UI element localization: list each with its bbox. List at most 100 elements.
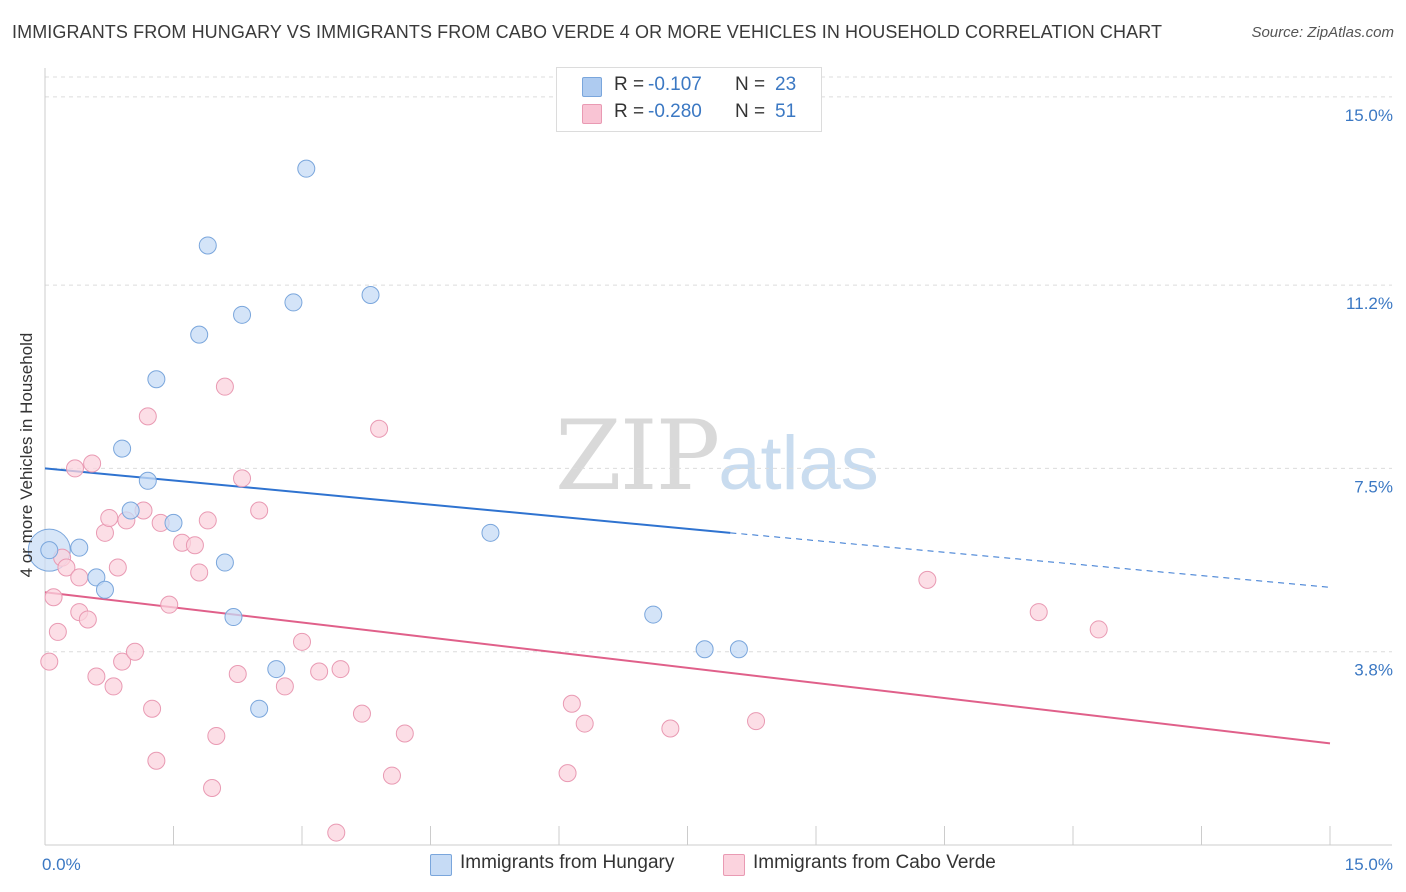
trend-line-cabo-verde [44, 591, 1331, 745]
legend-r-label: R = [614, 74, 645, 95]
y-tick-label: 11.2% [1346, 294, 1393, 313]
legend-r-value: -0.280 [648, 101, 702, 122]
data-point-cabo-verde [147, 751, 166, 770]
data-point-hungary [121, 501, 140, 520]
data-point-hungary [95, 580, 114, 599]
legend-row-cabo-verde: R = -0.280 N = 51 [557, 101, 821, 127]
x-tick-label-max: 15.0% [1345, 855, 1393, 874]
data-point-hungary [164, 513, 183, 532]
data-point-cabo-verde [275, 677, 294, 696]
data-point-cabo-verde [558, 764, 577, 783]
y-tick-label: 7.5% [1354, 477, 1393, 496]
data-point-cabo-verde [108, 558, 127, 577]
data-point-hungary [361, 286, 380, 304]
legend-label-hungary: Immigrants from Hungary [460, 852, 675, 873]
data-point-cabo-verde [65, 459, 84, 478]
data-point-hungary [190, 325, 209, 344]
data-point-cabo-verde [661, 719, 680, 738]
data-point-cabo-verde [57, 558, 76, 577]
data-point-cabo-verde [293, 632, 311, 651]
data-point-cabo-verde [87, 667, 106, 686]
data-point-hungary [215, 553, 234, 572]
data-point-cabo-verde [382, 766, 401, 785]
stats-legend: R = -0.107 N = 23 R = -0.280 N = 51 [556, 67, 822, 132]
data-point-hungary [695, 640, 714, 659]
watermark: ZIPatlas [555, 400, 879, 512]
data-point-cabo-verde [1089, 620, 1108, 639]
data-point-cabo-verde [575, 714, 594, 733]
data-point-hungary [87, 568, 106, 587]
trend-lines [44, 467, 1331, 745]
legend-swatch-hungary [430, 854, 452, 876]
data-point-cabo-verde [198, 511, 217, 530]
data-point-cabo-verde [327, 823, 346, 842]
legend-n-label: N = [735, 101, 766, 122]
legend-n-value: 51 [775, 101, 797, 122]
data-point-hungary [40, 541, 59, 560]
data-point-hungary [70, 538, 89, 557]
data-point-cabo-verde [918, 570, 937, 589]
data-point-cabo-verde [104, 677, 123, 696]
data-point-cabo-verde [250, 501, 269, 520]
data-point-hungary [233, 305, 252, 324]
data-point-cabo-verde [233, 469, 252, 488]
data-point-cabo-verde [138, 407, 157, 426]
data-point-cabo-verde [207, 726, 226, 745]
data-point-cabo-verde [113, 652, 132, 671]
axes [44, 68, 1392, 846]
data-point-cabo-verde [78, 610, 97, 629]
legend-r-label: R = [614, 101, 645, 122]
data-point-cabo-verde [143, 699, 162, 718]
data-point-cabo-verde [185, 536, 204, 555]
data-point-cabo-verde [160, 595, 179, 614]
data-point-hungary [113, 439, 132, 458]
data-point-cabo-verde [1029, 603, 1048, 622]
data-point-cabo-verde [395, 724, 414, 743]
data-point-cabo-verde [83, 454, 102, 473]
y-tick-label: 3.8% [1354, 661, 1393, 680]
y-axis-label: 4 or more Vehicles in Household [17, 332, 36, 578]
data-point-cabo-verde [70, 568, 89, 587]
data-point-cabo-verde [352, 704, 371, 723]
legend-swatch-cabo-verde [723, 854, 745, 876]
data-point-hungary [729, 640, 748, 659]
data-point-cabo-verde [215, 377, 234, 396]
data-point-cabo-verde [125, 642, 144, 661]
legend-label-cabo-verde: Immigrants from Cabo Verde [753, 852, 996, 873]
data-point-hungary [284, 293, 303, 312]
data-point-cabo-verde [228, 665, 247, 684]
watermark-atlas: atlas [718, 421, 879, 506]
data-point-cabo-verde [562, 694, 581, 713]
legend-n-value: 23 [775, 74, 797, 95]
data-point-hungary [644, 605, 663, 624]
trend-line-hungary-extrapolated [730, 532, 1331, 588]
data-point-cabo-verde [190, 563, 209, 582]
series-legend: Immigrants from Hungary Immigrants from … [0, 852, 1406, 878]
watermark-zip: ZIP [555, 400, 720, 512]
data-point-cabo-verde [747, 712, 766, 731]
legend-swatch-hungary [582, 77, 602, 97]
source-credit: Source: ZipAtlas.com [1251, 24, 1394, 41]
tick-labels: 3.8% 7.5% 11.2% 15.0% 0.0% 15.0% [42, 106, 1393, 874]
grid-lines [45, 76, 1392, 653]
data-points [27, 159, 1108, 842]
data-point-cabo-verde [331, 660, 350, 679]
y-tick-label: 15.0% [1345, 106, 1393, 125]
data-point-cabo-verde [48, 622, 67, 641]
data-point-cabo-verde [95, 523, 114, 542]
data-point-cabo-verde [44, 588, 63, 607]
data-point-hungary [297, 159, 316, 178]
chart-title: IMMIGRANTS FROM HUNGARY VS IMMIGRANTS FR… [12, 22, 1163, 42]
legend-n-label: N = [735, 74, 766, 95]
data-point-cabo-verde [40, 652, 59, 671]
data-point-hungary [224, 608, 243, 627]
trend-line-hungary [44, 467, 731, 534]
data-point-hungary [481, 523, 500, 542]
legend-swatch-cabo-verde [582, 104, 602, 124]
data-point-cabo-verde [310, 662, 329, 681]
data-point-hungary [147, 370, 166, 389]
data-point-cabo-verde [203, 778, 222, 797]
legend-r-value: -0.107 [648, 74, 702, 95]
legend-row-hungary: R = -0.107 N = 23 [557, 74, 821, 100]
